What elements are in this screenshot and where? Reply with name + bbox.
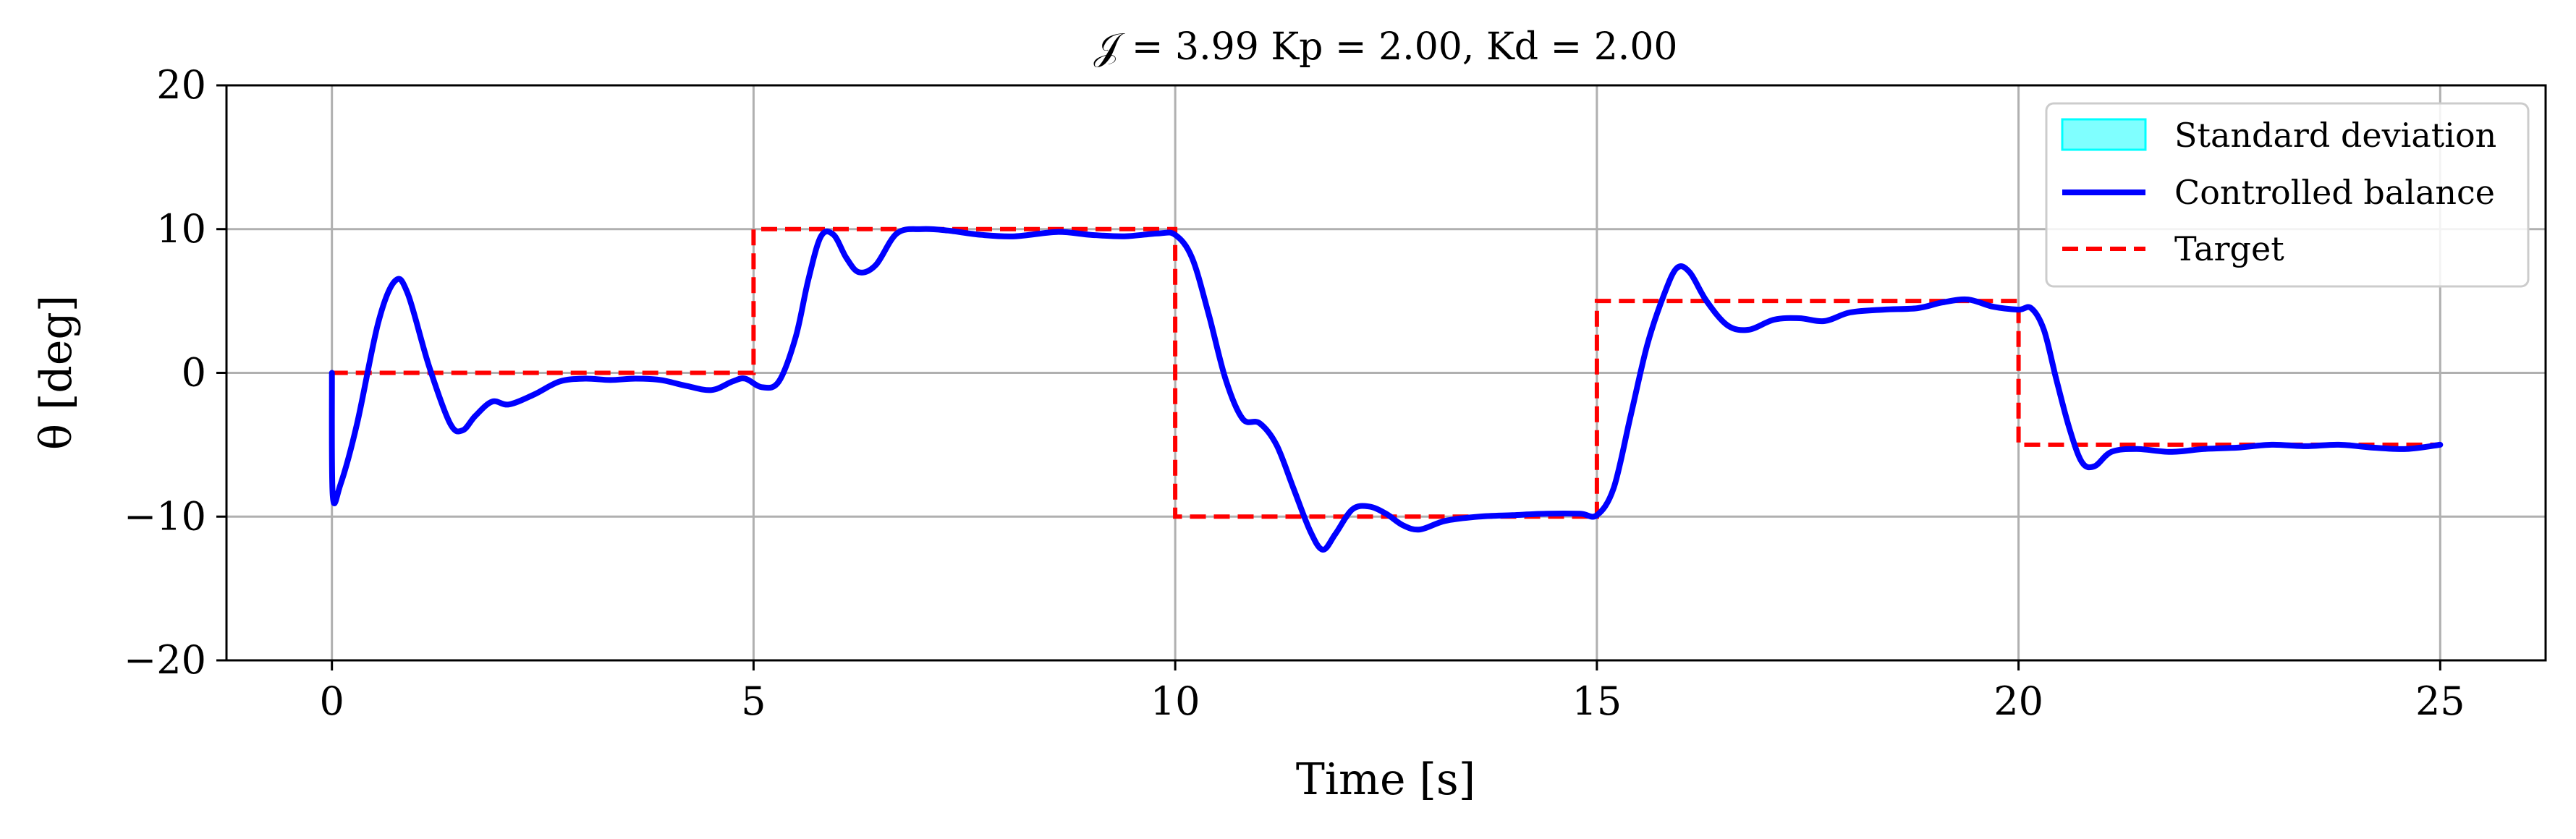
x-tick-label: 20 — [1994, 678, 2043, 724]
y-tick-label: −10 — [124, 493, 206, 539]
x-tick-label: 10 — [1151, 678, 1200, 724]
x-axis-label: Time [s] — [1296, 754, 1475, 805]
x-tick-label: 5 — [741, 678, 766, 724]
chart-title: 𝒥 = 3.99 Kp = 2.00, Kd = 2.00 — [1094, 25, 1678, 69]
legend-label-controlled-balance: Controlled balance — [2174, 173, 2495, 212]
x-tick-label: 15 — [1572, 678, 1622, 724]
x-tick-label: 25 — [2415, 678, 2465, 724]
y-axis-label: θ [deg] — [31, 295, 82, 450]
y-tick-label: 0 — [182, 350, 206, 396]
legend: Standard deviation Controlled balance Ta… — [2045, 102, 2530, 288]
legend-label-standard-deviation: Standard deviation — [2174, 116, 2496, 155]
legend-box — [2045, 102, 2530, 288]
axis-ticks: 0 5 10 15 20 25 −20 −10 0 10 20 — [124, 62, 2465, 724]
legend-label-target: Target — [2174, 229, 2284, 268]
controlled-balance-line — [329, 226, 2444, 553]
plot-area — [329, 226, 2444, 553]
legend-swatch-standard-deviation — [2061, 118, 2147, 151]
y-tick-label: −20 — [124, 637, 206, 683]
y-tick-label: 10 — [156, 206, 206, 252]
x-tick-label: 0 — [320, 678, 344, 724]
y-tick-label: 20 — [156, 62, 206, 108]
